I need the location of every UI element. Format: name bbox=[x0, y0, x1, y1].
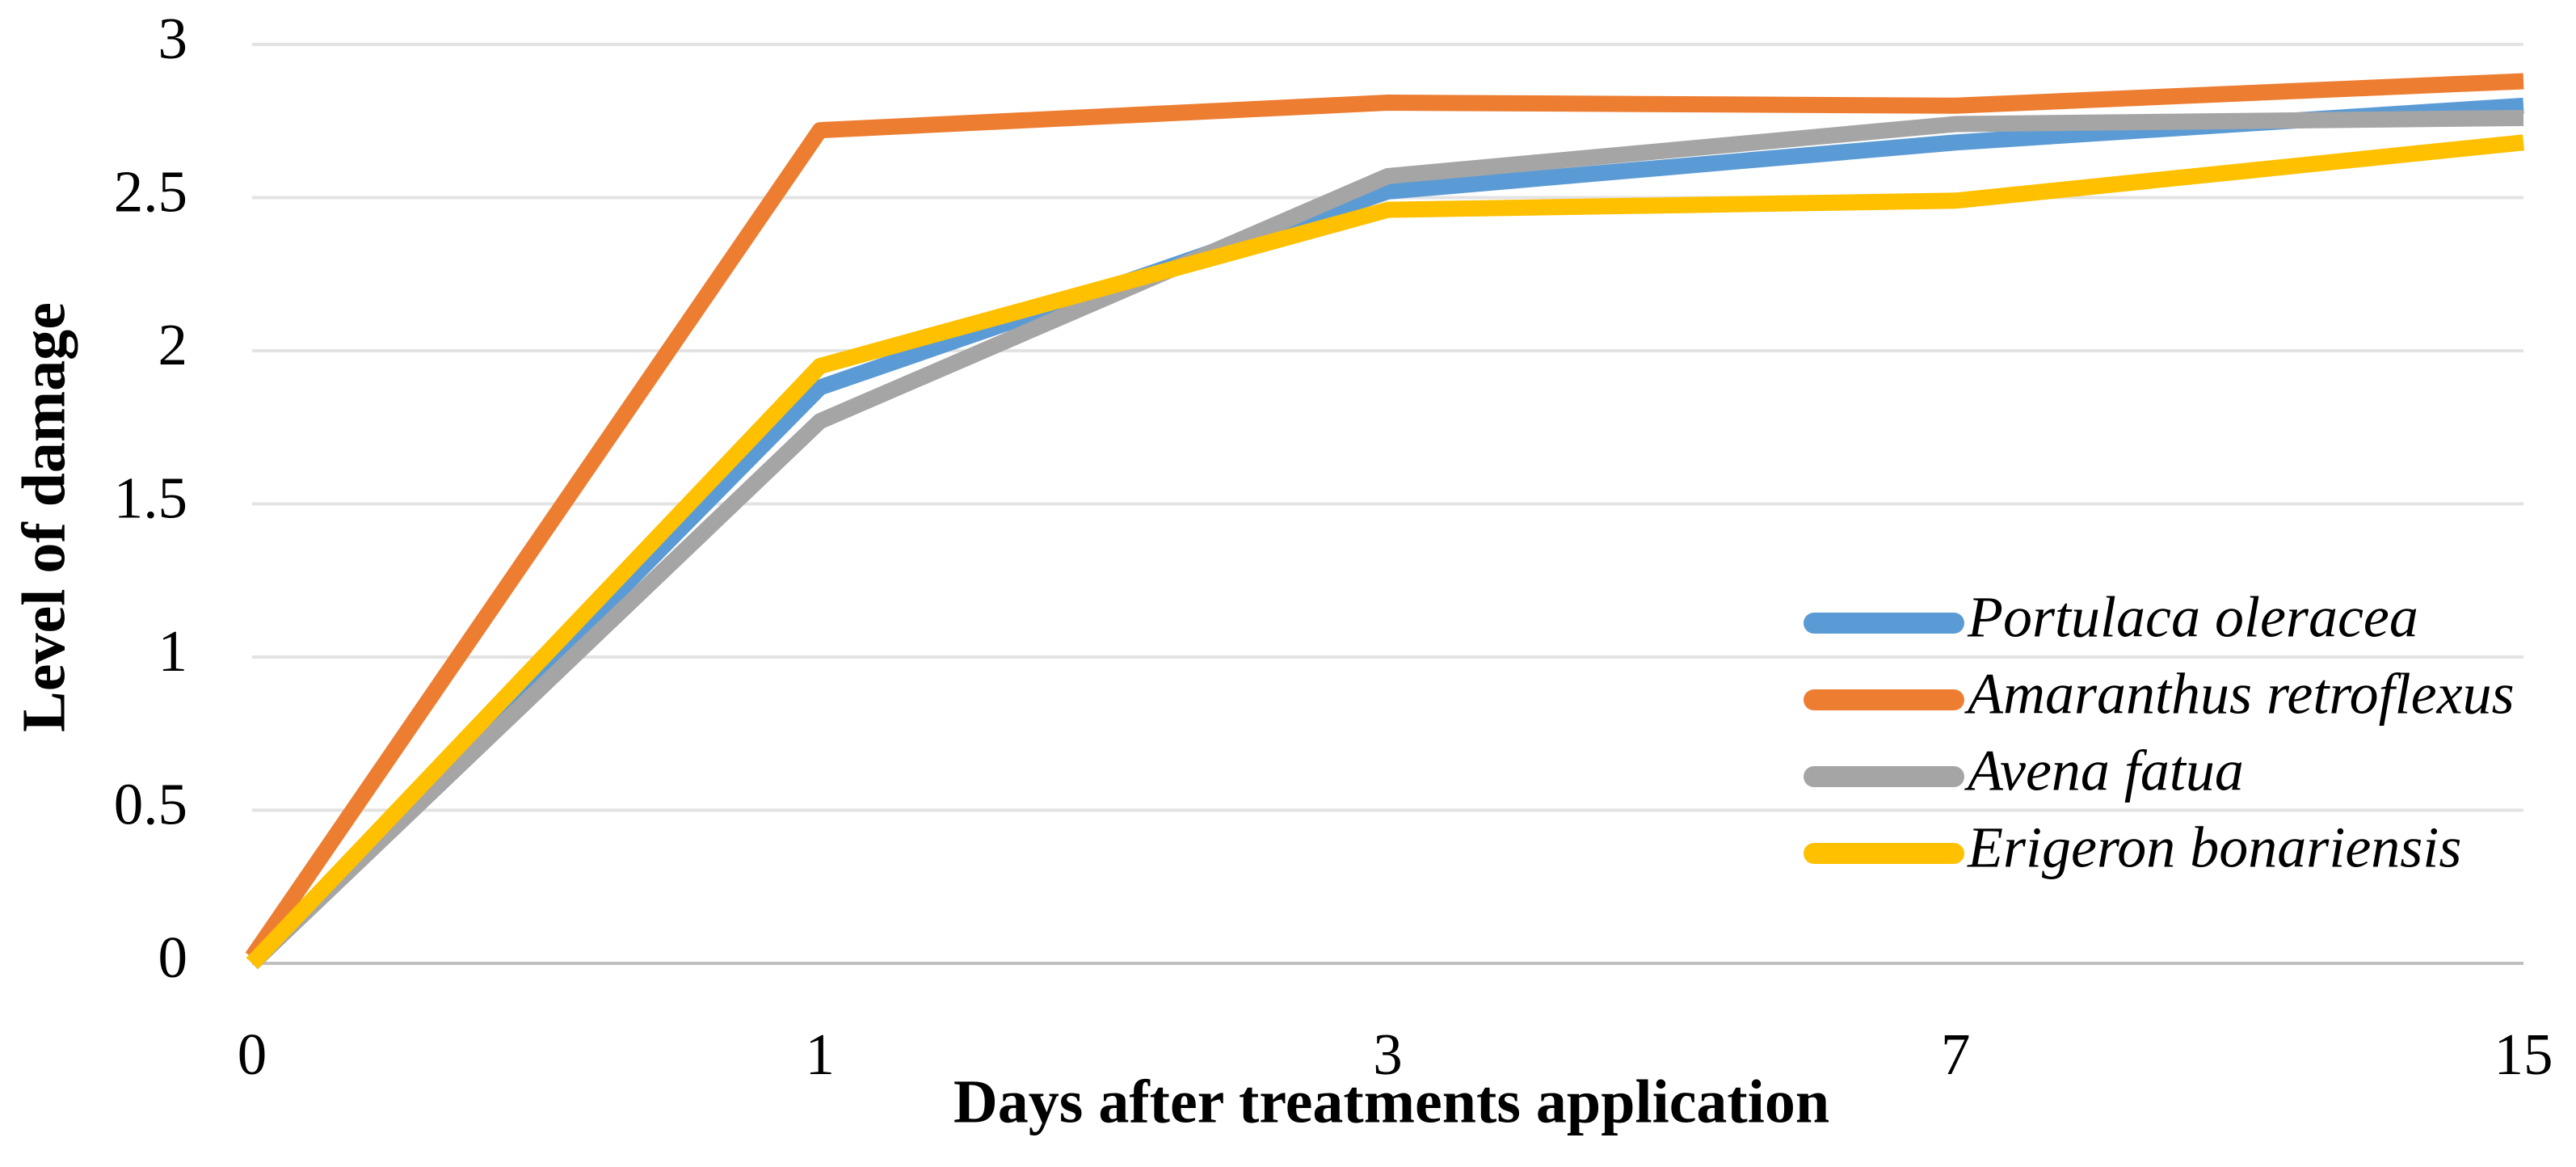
y-tick-label: 1.5 bbox=[114, 465, 187, 530]
legend-label: Portulaca oleracea bbox=[1967, 585, 2418, 650]
y-tick-label: 0.5 bbox=[114, 771, 187, 836]
series-line bbox=[246, 97, 2524, 970]
legend-label: Amaranthus retroflexus bbox=[1964, 662, 2515, 727]
legend-label: Avena fatua bbox=[1964, 739, 2244, 803]
y-axis-title: Level of damage bbox=[10, 302, 78, 732]
x-tick-label: 1 bbox=[806, 1022, 836, 1087]
x-tick-label: 7 bbox=[1941, 1022, 1971, 1087]
x-tick-label: 15 bbox=[2494, 1022, 2553, 1087]
y-tick-label: 2 bbox=[158, 312, 188, 377]
y-tick-label: 0 bbox=[158, 925, 188, 990]
x-tick-label: 0 bbox=[238, 1022, 267, 1087]
y-tick-label: 2.5 bbox=[114, 158, 187, 224]
y-tick-label: 1 bbox=[158, 618, 188, 684]
x-axis-title: Days after treatments application bbox=[953, 1068, 1829, 1135]
series-line bbox=[245, 73, 2524, 963]
y-tick-label: 3 bbox=[158, 6, 188, 71]
legend-label: Erigeron bonariensis bbox=[1967, 815, 2461, 880]
series-line bbox=[246, 109, 2524, 970]
series-line bbox=[246, 134, 2525, 969]
x-tick-label: 3 bbox=[1373, 1022, 1403, 1087]
